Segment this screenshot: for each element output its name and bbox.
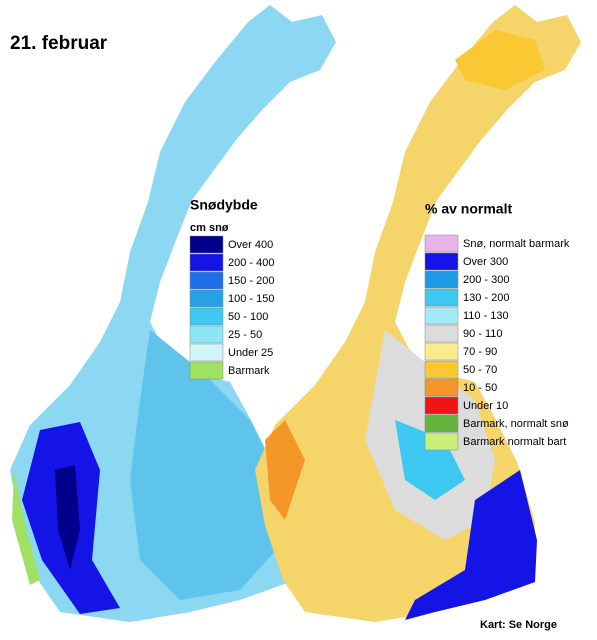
legend-label: 50 - 100: [228, 311, 268, 323]
legend-subtitle: cm snø: [190, 222, 229, 234]
legend-swatch: [424, 234, 459, 253]
legend-swatch: [189, 343, 224, 362]
legend-label: 25 - 50: [228, 329, 262, 341]
deep-snow-region: [130, 330, 285, 600]
deepest-snow-region: [55, 465, 80, 570]
map-title: 21. februar: [10, 33, 108, 54]
legend-swatch: [424, 288, 459, 307]
legend-label: Under 25: [228, 347, 273, 359]
legend-swatch: [424, 396, 459, 415]
legend-swatch: [189, 361, 224, 380]
legend-label: Barmark, normalt snø: [463, 418, 569, 430]
legend-swatch: [189, 253, 224, 272]
credit: Kart: Se Norge: [480, 619, 557, 631]
legend-label: 90 - 110: [463, 328, 503, 340]
legend-label: Snø, normalt barmark: [463, 238, 570, 250]
legend-swatch: [189, 325, 224, 344]
legend-label: Barmark normalt bart: [463, 436, 566, 448]
legend-swatch: [424, 252, 459, 271]
bare-ground: [12, 470, 40, 585]
legend-title: % av normalt: [425, 201, 512, 217]
legend-label: Under 10: [463, 400, 508, 412]
legend-label: Barmark: [228, 365, 270, 377]
legend-swatch: [424, 342, 459, 361]
legend-swatch: [424, 432, 459, 451]
legend-swatch: [189, 271, 224, 290]
legend-swatch: [424, 414, 459, 433]
legend-swatch: [189, 289, 224, 308]
legend-label: 150 - 200: [228, 275, 274, 287]
legend-swatch: [189, 235, 224, 254]
legend-label: 70 - 90: [463, 346, 497, 358]
below-normal-region: [265, 420, 305, 520]
legend-label: 200 - 400: [228, 257, 274, 269]
legend-label: 110 - 130: [463, 310, 509, 322]
legend-label: 50 - 70: [463, 364, 497, 376]
legend-label: Over 300: [463, 256, 508, 268]
legend-swatch: [424, 270, 459, 289]
above-normal-region: [395, 420, 465, 500]
legend-label: Over 400: [228, 239, 273, 251]
legend-label: 10 - 50: [463, 382, 497, 394]
legend-label: 100 - 150: [228, 293, 274, 305]
legend-title: Snødybde: [190, 197, 258, 213]
legend-swatch: [424, 324, 459, 343]
snow-depth-map: [10, 5, 336, 622]
legend-label: 200 - 300: [463, 274, 509, 286]
legend-label: 130 - 200: [463, 292, 509, 304]
far-above-normal-region: [405, 470, 537, 620]
legend-swatch: [424, 378, 459, 397]
legend-swatch: [189, 307, 224, 326]
north-region: [455, 30, 545, 90]
percent-normal-map: [255, 5, 581, 622]
legend-swatch: [424, 360, 459, 379]
legend-swatch: [424, 306, 459, 325]
